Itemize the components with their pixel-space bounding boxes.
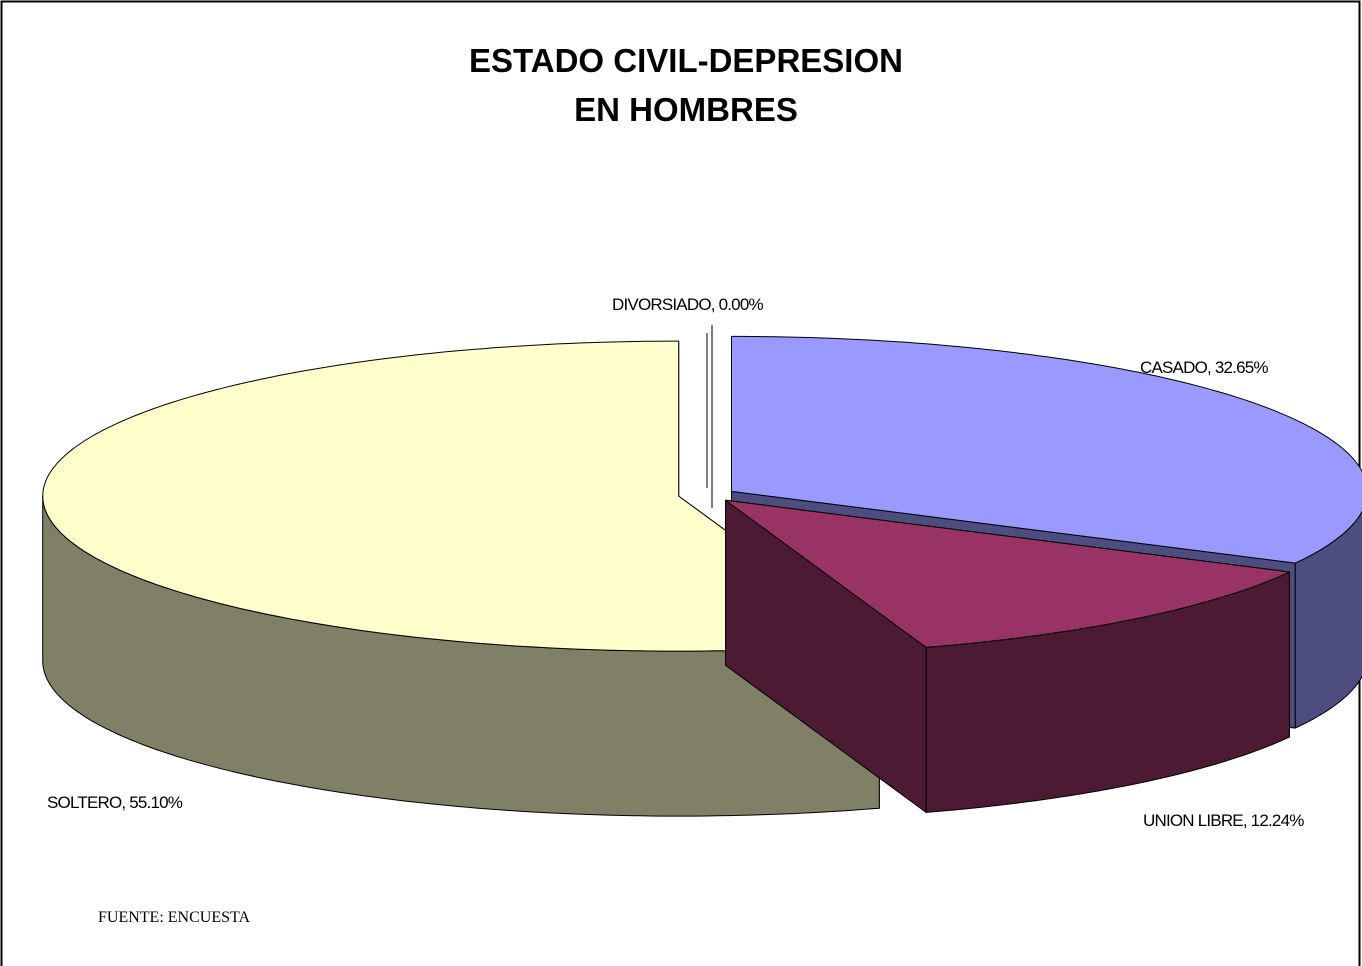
data-label: CASADO, 32.65% [1140,358,1268,377]
slice-top [42,340,880,652]
slice [725,499,1290,813]
slice-top [725,499,1290,648]
chart-title: EN HOMBRES [574,91,798,128]
data-label: SOLTERO, 55.10% [47,793,183,812]
data-label: UNION LIBRE, 12.24% [1143,811,1304,830]
chart-title: ESTADO CIVIL-DEPRESION [469,42,903,79]
slice [706,325,713,509]
data-label: DIVORSIADO, 0.00% [612,295,763,314]
annotation: FUENTE: ENCUESTA [98,909,250,926]
slice-top [731,335,1362,564]
